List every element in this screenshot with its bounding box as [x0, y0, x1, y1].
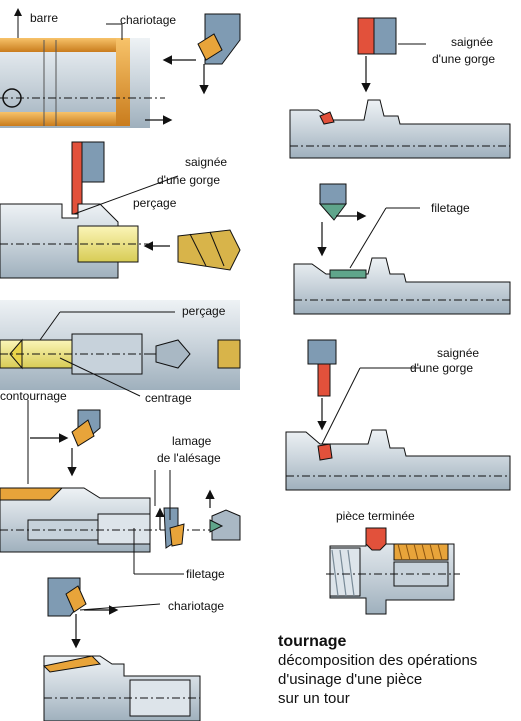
label-saignee2-l1: saignée [451, 35, 493, 49]
label-lamage-l1: lamage [172, 434, 212, 448]
label-centrage: centrage [145, 391, 192, 405]
label-saignee3-l1: saignée [437, 346, 479, 360]
label-barre: barre [30, 11, 58, 25]
label-saignee1-l2: d'une gorge [157, 173, 220, 187]
label-percage-1: perçage [133, 196, 177, 210]
caption-line-3: sur un tour [278, 690, 350, 707]
panel-percage-centrage: perçage centrage [0, 300, 241, 405]
center-drill-icon [155, 339, 191, 369]
panel-chariotage-bar: barre chariotage [0, 8, 241, 128]
caption: tournage décomposition des opérations d'… [278, 633, 477, 707]
panel-finished-part: pièce terminée [326, 509, 460, 615]
panel-right-saignee-1: saignée d'une gorge [289, 17, 511, 159]
label-filetage-right: filetage [431, 201, 470, 215]
caption-line-2: d'usinage d'une pièce [278, 671, 422, 688]
panel-right-filetage: filetage [293, 183, 511, 315]
label-percage-2: perçage [182, 304, 226, 318]
caption-line-1: décomposition des opérations [278, 652, 477, 669]
panel-saignee-percage: saignée d'une gorge perçage [0, 141, 241, 279]
label-filetage-bottom: filetage [186, 567, 225, 581]
label-contournage: contournage [0, 389, 67, 403]
label-chariotage-top: chariotage [120, 13, 176, 27]
panel-contournage-lamage: contournage lamage de l'alésage filetage [0, 389, 241, 581]
drill-bit-icon [177, 229, 241, 271]
label-saignee3-l2: d'une gorge [410, 361, 473, 375]
label-piece-terminee: pièce terminée [336, 509, 415, 523]
label-saignee2-l2: d'une gorge [432, 52, 495, 66]
label-lamage-l2: de l'alésage [157, 451, 221, 465]
label-saignee1-l1: saignée [185, 155, 227, 169]
panel-right-saignee-2: saignée d'une gorge [285, 339, 511, 491]
panel-chariotage-bottom: chariotage [42, 577, 224, 721]
label-chariotage-bottom: chariotage [168, 599, 224, 613]
caption-title: tournage [278, 633, 347, 650]
